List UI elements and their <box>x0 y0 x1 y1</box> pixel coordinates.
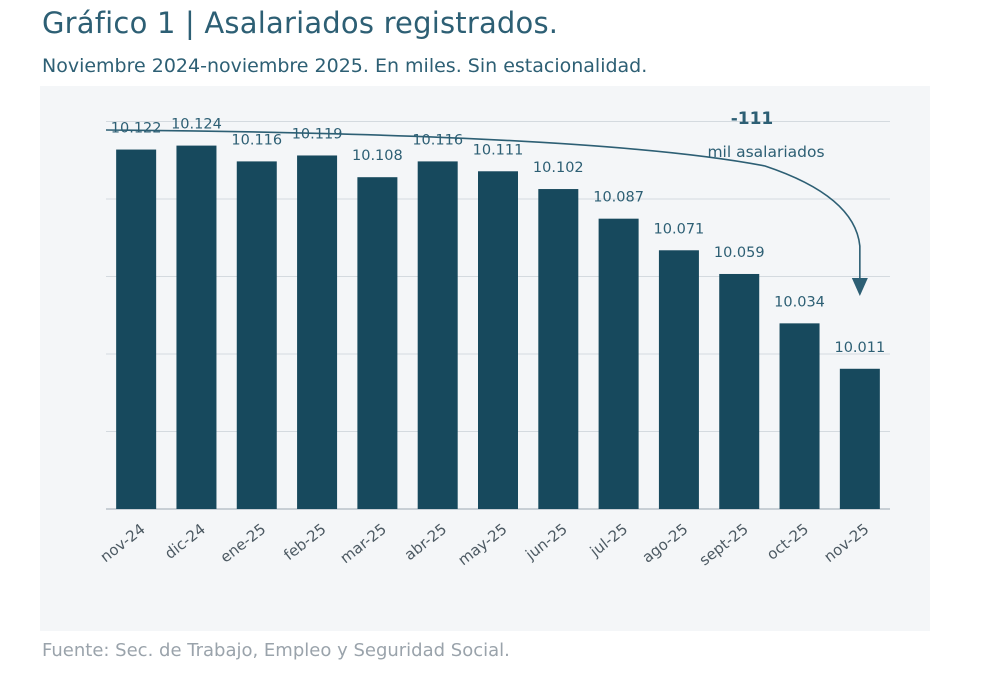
value-label-ene-25: 10.116 <box>231 132 282 148</box>
bar-abr-25 <box>417 161 458 509</box>
bar-nov-25 <box>839 368 880 509</box>
bar-feb-25 <box>297 155 338 509</box>
value-label-sept-25: 10.059 <box>714 245 765 261</box>
bars <box>116 145 880 510</box>
page-subtitle: Noviembre 2024-noviembre 2025. En miles.… <box>42 55 648 77</box>
bar-sept-25 <box>719 273 760 509</box>
bar-may-25 <box>478 171 518 509</box>
value-label-mar-25: 10.108 <box>352 148 403 164</box>
bar-jun-25 <box>538 189 579 510</box>
value-label-feb-25: 10.119 <box>292 126 343 142</box>
value-label-dic-24: 10.124 <box>171 117 222 133</box>
value-label-nov-24: 10.122 <box>111 121 162 137</box>
source-note: Fuente: Sec. de Trabajo, Empleo y Seguri… <box>42 640 510 661</box>
x-tick-label-dic-24: dic-24 <box>161 520 209 563</box>
bar-ago-25 <box>658 250 699 509</box>
value-label-may-25: 10.111 <box>473 142 524 158</box>
bar-mar-25 <box>357 177 398 509</box>
value-label-oct-25: 10.034 <box>774 294 825 310</box>
x-tick-label-feb-25: feb-25 <box>280 520 329 564</box>
bar-nov-24 <box>116 149 157 510</box>
value-label-jul-25: 10.087 <box>593 190 644 206</box>
x-tick-label-nov-24: nov-24 <box>97 520 149 566</box>
bar-ene-25 <box>236 161 277 509</box>
value-label-nov-25: 10.011 <box>834 340 885 356</box>
page-title: Gráfico 1 | Asalariados registrados. <box>42 6 559 40</box>
trend-arrow <box>105 129 861 282</box>
value-label-ago-25: 10.071 <box>654 221 705 237</box>
x-tick-label-oct-25: oct-25 <box>763 520 812 564</box>
bar-dic-24 <box>176 145 217 509</box>
x-tick-label-nov-25: nov-25 <box>821 520 873 566</box>
annotation: -111 mil asalariados <box>105 109 868 296</box>
x-tick-label-may-25: may-25 <box>455 520 511 569</box>
x-tick-label-sept-25: sept-25 <box>696 520 752 569</box>
x-tick-label-ene-25: ene-25 <box>217 520 269 566</box>
x-axis-labels: nov-24 dic-24 ene-25 feb-25 mar-25 abr-25 may-… <box>97 520 872 569</box>
annotation-value: -111 <box>731 109 774 129</box>
x-tick-label-abr-25: abr-25 <box>401 520 450 564</box>
x-tick-label-mar-25: mar-25 <box>337 520 390 567</box>
x-tick-label-ago-25: ago-25 <box>639 520 692 567</box>
arrow-head <box>851 278 868 296</box>
annotation-text: mil asalariados <box>707 143 824 161</box>
value-label-jun-25: 10.102 <box>533 160 584 176</box>
bar-jul-25 <box>598 218 639 510</box>
x-tick-label-jul-25: jul-25 <box>586 520 631 561</box>
value-labels: 10.122 10.124 10.116 10.119 10.108 10.116 10.1… <box>111 117 885 356</box>
chart-panel: 10.122 10.124 10.116 10.119 10.108 10.116 10.1… <box>40 86 930 631</box>
value-label-abr-25: 10.116 <box>412 132 463 148</box>
bar-oct-25 <box>779 323 820 509</box>
x-tick-label-jun-25: jun-25 <box>521 520 570 564</box>
bar-chart: 10.122 10.124 10.116 10.119 10.108 10.116 10.1… <box>97 109 890 569</box>
